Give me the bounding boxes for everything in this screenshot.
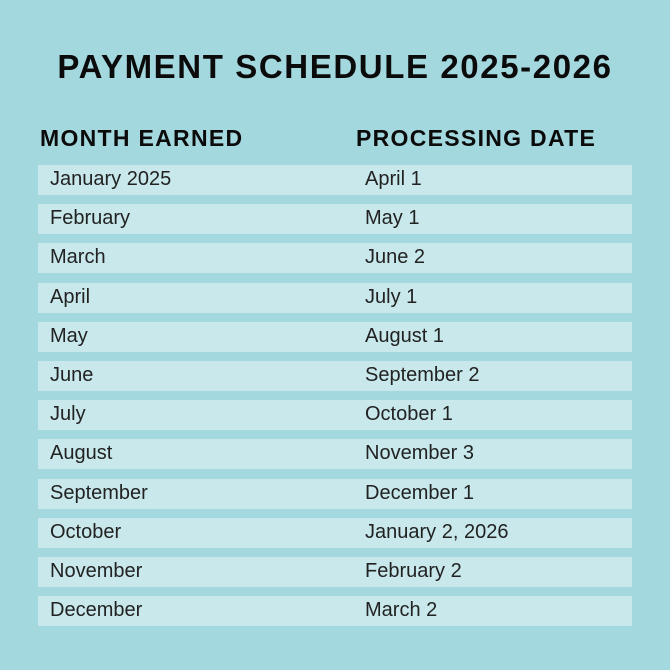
processing-date-cell: October 1 <box>365 403 453 426</box>
processing-date-cell: December 1 <box>365 481 474 504</box>
table-row: September December 1 <box>38 478 632 509</box>
processing-date-cell: July 1 <box>365 285 418 308</box>
month-earned-cell: October <box>50 520 122 543</box>
processing-date-cell: April 1 <box>365 168 422 190</box>
table-row: June September 2 <box>38 360 632 391</box>
month-earned-cell: March <box>50 246 106 269</box>
month-earned-cell: February <box>50 207 131 230</box>
column-header-month-earned: MONTH EARNED <box>40 125 244 151</box>
table-row: November February 2 <box>38 556 632 587</box>
schedule-table: January 2025 April 1 February May 1 March Jun… <box>38 165 632 635</box>
table-row: January 2025 April 1 <box>38 165 632 195</box>
table-row: December March 2 <box>38 596 632 627</box>
column-header-processing-date: PROCESSING DATE <box>356 125 597 151</box>
table-row: August November 3 <box>38 439 632 470</box>
month-earned-cell: April <box>50 285 91 308</box>
table-row: October January 2, 2026 <box>38 517 632 548</box>
processing-date-cell: August 1 <box>365 324 444 347</box>
month-earned-cell: December <box>50 599 143 622</box>
month-earned-cell: July <box>50 403 86 426</box>
month-earned-cell: November <box>50 559 143 582</box>
page-title: PAYMENT SCHEDULE 2025-2026 <box>57 48 613 85</box>
processing-date-cell: January 2, 2026 <box>365 520 509 543</box>
processing-date-cell: February 2 <box>365 559 462 582</box>
processing-date-cell: June 2 <box>365 246 426 269</box>
table-row: March June 2 <box>38 243 632 274</box>
processing-date-cell: November 3 <box>365 442 474 465</box>
month-earned-cell: September <box>50 481 148 504</box>
processing-date-cell: September 2 <box>365 363 480 386</box>
month-earned-cell: August <box>50 442 113 465</box>
table-row: May August 1 <box>38 321 632 352</box>
table-row: February May 1 <box>38 204 632 235</box>
table-row: July October 1 <box>38 400 632 431</box>
table-row: April July 1 <box>38 282 632 313</box>
month-earned-cell: June <box>50 363 94 386</box>
month-earned-cell: January 2025 <box>50 168 172 190</box>
processing-date-cell: March 2 <box>365 599 438 622</box>
processing-date-cell: May 1 <box>365 207 420 230</box>
month-earned-cell: May <box>50 324 88 347</box>
